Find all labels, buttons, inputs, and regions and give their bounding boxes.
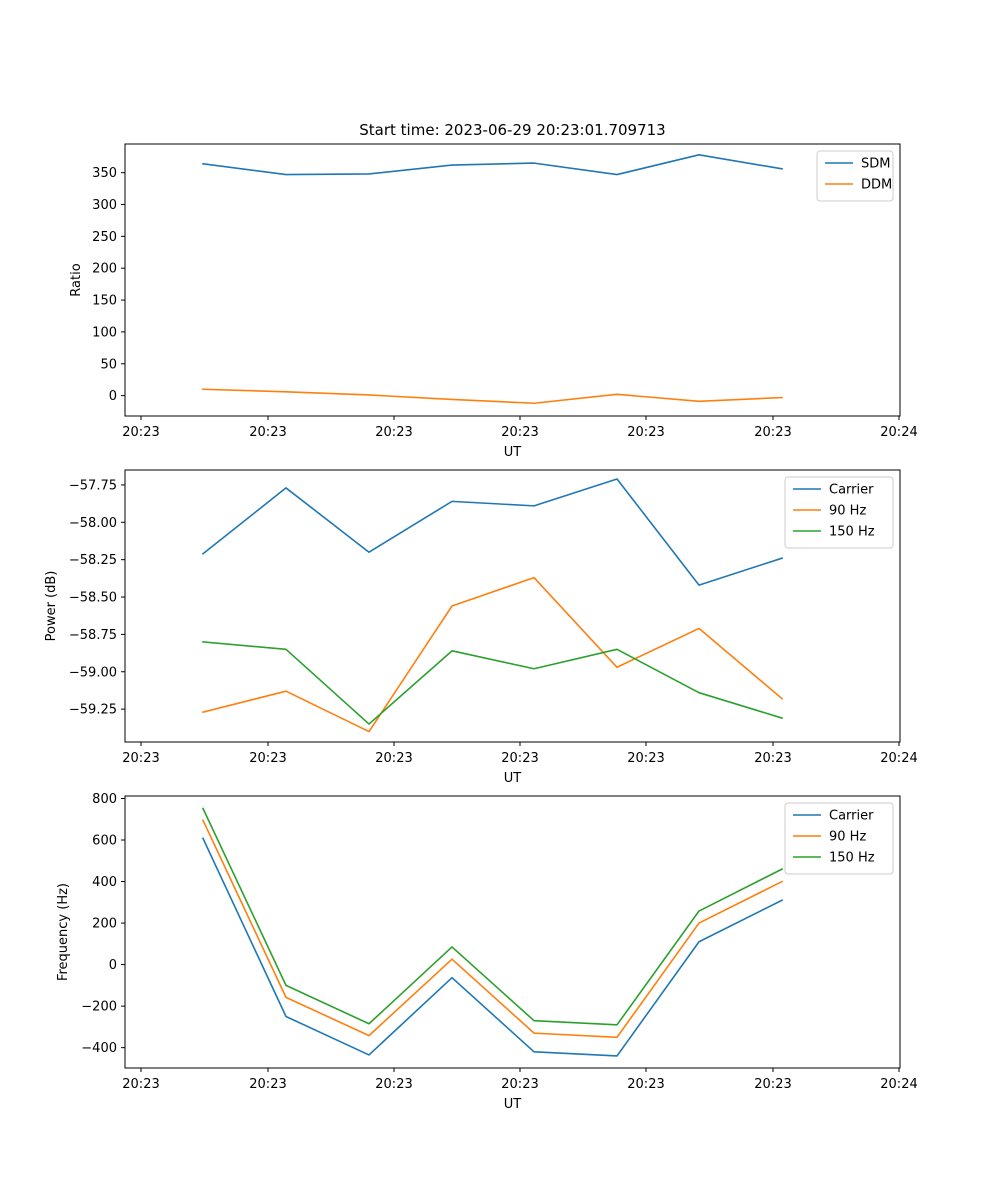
x-tick-label: 20:23 <box>122 1077 159 1092</box>
y-tick-label: 400 <box>92 875 117 890</box>
x-tick-label: 20:23 <box>627 1077 664 1092</box>
x-tick-label: 20:24 <box>880 1077 917 1092</box>
y-tick-label: −400 <box>81 1041 117 1056</box>
x-tick-label: 20:23 <box>754 1077 791 1092</box>
x-tick-label: 20:23 <box>122 751 159 766</box>
y-tick-label: 250 <box>92 230 117 245</box>
x-tick-label: 20:24 <box>880 425 917 440</box>
x-tick-label: 20:23 <box>501 1077 538 1092</box>
y-tick-label: 800 <box>92 792 117 807</box>
y-tick-label: −58.50 <box>69 591 117 606</box>
y-tick-label: 200 <box>92 262 117 277</box>
x-tick-label: 20:23 <box>754 425 791 440</box>
x-tick-label: 20:23 <box>249 1077 286 1092</box>
x-tick-label: 20:23 <box>249 425 286 440</box>
axes-frame <box>124 469 901 743</box>
chart-title: Start time: 2023-06-29 20:23:01.709713 <box>359 121 665 139</box>
y-tick-label: −200 <box>81 1000 117 1015</box>
y-tick-label: 350 <box>92 166 117 181</box>
series-line-90-hz <box>201 819 784 1039</box>
y-tick-label: 0 <box>109 958 117 973</box>
series-line-ddm <box>202 388 783 405</box>
x-axis-label: UT <box>504 771 522 786</box>
legend: Carrier 90 Hz 150 Hz <box>784 476 894 549</box>
legend: SDM DDM <box>816 150 894 202</box>
series-line-150-hz <box>202 641 783 725</box>
legend: Carrier 90 Hz 150 Hz <box>784 802 894 875</box>
y-tick-label: 150 <box>92 294 117 309</box>
y-tick-label: −58.25 <box>69 553 117 568</box>
y-tick-label: 0 <box>109 389 117 404</box>
series-line-90-hz <box>202 576 784 733</box>
x-tick-label: 20:23 <box>754 751 791 766</box>
series-line-carrier <box>201 478 784 586</box>
x-tick-label: 20:23 <box>501 751 538 766</box>
chart-panel-3: 20:23 20:23 20:23 20:23 20:23 20:23 20:24 −400 −… <box>56 792 918 1112</box>
legend-label: SDM <box>861 157 890 172</box>
x-tick-label: 20:24 <box>880 751 917 766</box>
series-line-carrier <box>201 837 784 1057</box>
y-axis-label: Frequency (Hz) <box>56 883 71 981</box>
legend-label: 150 Hz <box>829 851 875 866</box>
chart-panel-1: 20:23 20:23 20:23 20:23 20:23 20:23 20:24 0 50 10… <box>69 121 918 460</box>
y-tick-label: 200 <box>92 917 117 932</box>
x-tick-label: 20:23 <box>375 751 412 766</box>
legend-label: 90 Hz <box>829 830 866 845</box>
axes-frame <box>124 795 901 1069</box>
x-tick-label: 20:23 <box>122 425 159 440</box>
y-tick-label: 600 <box>92 834 117 849</box>
legend-label: Carrier <box>829 483 874 498</box>
x-tick-label: 20:23 <box>249 751 286 766</box>
chart-panel-2: 20:23 20:23 20:23 20:23 20:23 20:23 20:24 −59.2… <box>44 469 918 786</box>
legend-label: 150 Hz <box>829 525 875 540</box>
y-tick-label: 100 <box>92 325 117 340</box>
y-axis-label: Power (dB) <box>44 571 59 642</box>
axes-frame <box>124 143 901 417</box>
x-tick-label: 20:23 <box>627 751 664 766</box>
series-line-sdm <box>202 154 783 176</box>
x-axis-label: UT <box>504 445 522 460</box>
x-axis-label: UT <box>504 1097 522 1112</box>
legend-label: 90 Hz <box>829 504 866 519</box>
legend-label: DDM <box>861 178 892 193</box>
x-tick-label: 20:23 <box>627 425 664 440</box>
y-tick-label: −58.00 <box>69 516 117 531</box>
y-tick-label: −58.75 <box>69 628 117 643</box>
y-tick-label: 300 <box>92 198 117 213</box>
y-tick-label: 50 <box>100 357 117 372</box>
y-axis-label: Ratio <box>69 263 84 296</box>
y-tick-label: −59.00 <box>69 665 117 680</box>
y-tick-label: −57.75 <box>69 478 117 493</box>
x-tick-label: 20:23 <box>501 425 538 440</box>
x-tick-label: 20:23 <box>375 1077 412 1092</box>
series-line-150-hz <box>201 807 784 1026</box>
legend-label: Carrier <box>829 809 874 824</box>
y-tick-label: −59.25 <box>69 703 117 718</box>
x-tick-label: 20:23 <box>375 425 412 440</box>
